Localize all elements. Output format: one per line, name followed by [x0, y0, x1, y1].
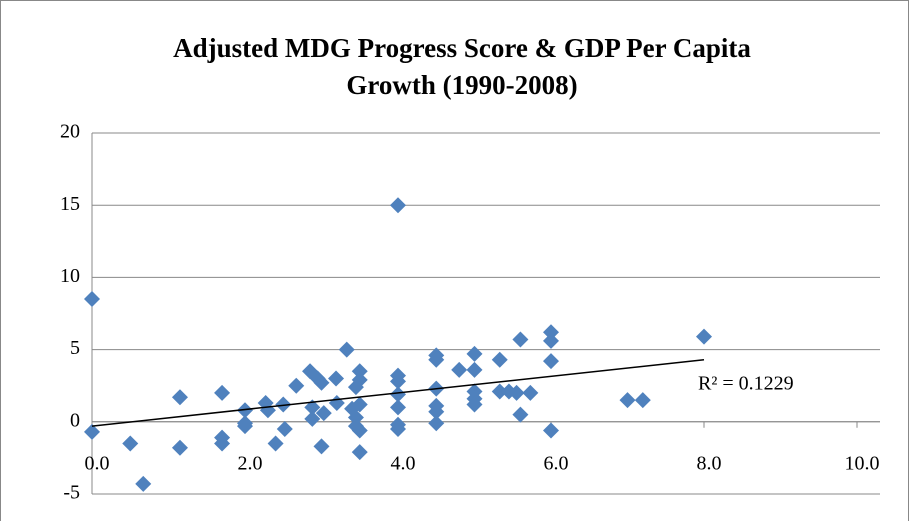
x-tick-label: 0.0: [85, 452, 110, 474]
data-point: [390, 399, 406, 416]
data-point: [390, 373, 406, 390]
data-point: [390, 197, 406, 214]
data-point: [491, 351, 508, 368]
data-point: [351, 422, 368, 439]
y-tick-label: 5: [70, 337, 80, 359]
data-point: [288, 377, 305, 394]
data-point: [313, 374, 330, 391]
data-point: [171, 389, 188, 406]
x-tick-label: 4.0: [391, 452, 416, 474]
data-point: [276, 421, 293, 438]
data-point: [275, 396, 292, 413]
data-point: [543, 324, 559, 341]
data-point: [428, 403, 445, 420]
data-point: [466, 396, 483, 413]
data-point: [84, 291, 100, 308]
data-point: [338, 341, 355, 358]
data-point: [328, 370, 345, 387]
y-tick-label: 10: [60, 265, 80, 287]
data-point: [304, 410, 321, 427]
trendline: [91, 358, 705, 427]
data-point: [512, 331, 529, 348]
data-point: [267, 435, 284, 452]
x-tick-label: 10.0: [845, 452, 880, 474]
data-point: [619, 392, 636, 409]
chart-title: Growth (1990-2008): [346, 70, 577, 100]
data-point: [351, 371, 368, 388]
y-tick-label: 20: [60, 121, 80, 143]
data-point: [543, 332, 559, 349]
data-point: [491, 383, 508, 400]
data-point: [351, 396, 368, 413]
data-point: [122, 435, 139, 452]
x-tick-label: 8.0: [697, 452, 722, 474]
data-point: [84, 423, 100, 440]
x-tick-label: 6.0: [544, 452, 569, 474]
data-point: [512, 406, 529, 423]
data-point: [451, 361, 468, 378]
y-tick-label: -5: [63, 482, 80, 504]
data-point: [634, 392, 651, 409]
data-point: [508, 384, 525, 401]
data-point: [428, 351, 445, 368]
data-point: [351, 444, 368, 461]
data-point: [347, 409, 364, 426]
data-point: [214, 435, 231, 452]
data-point: [313, 438, 330, 455]
x-tick-label: 2.0: [238, 452, 263, 474]
data-point: [171, 439, 188, 456]
data-point: [522, 384, 539, 401]
chart-title: Adjusted MDG Progress Score & GDP Per Ca…: [173, 33, 751, 63]
y-tick-label: 15: [60, 193, 80, 215]
data-point: [543, 422, 559, 439]
data-point: [214, 384, 231, 401]
data-point: [390, 386, 406, 403]
data-point: [135, 475, 152, 492]
data-point: [696, 328, 712, 345]
y-tick-label: 0: [70, 409, 80, 431]
data-point: [428, 415, 445, 432]
data-point: [390, 421, 406, 438]
data-point: [237, 418, 253, 435]
data-point: [351, 363, 368, 380]
data-point: [543, 353, 559, 370]
data-point: [466, 361, 483, 378]
data-point: [315, 405, 332, 422]
annotation: R² = 0.1229: [698, 373, 794, 395]
data-point: [466, 345, 483, 362]
